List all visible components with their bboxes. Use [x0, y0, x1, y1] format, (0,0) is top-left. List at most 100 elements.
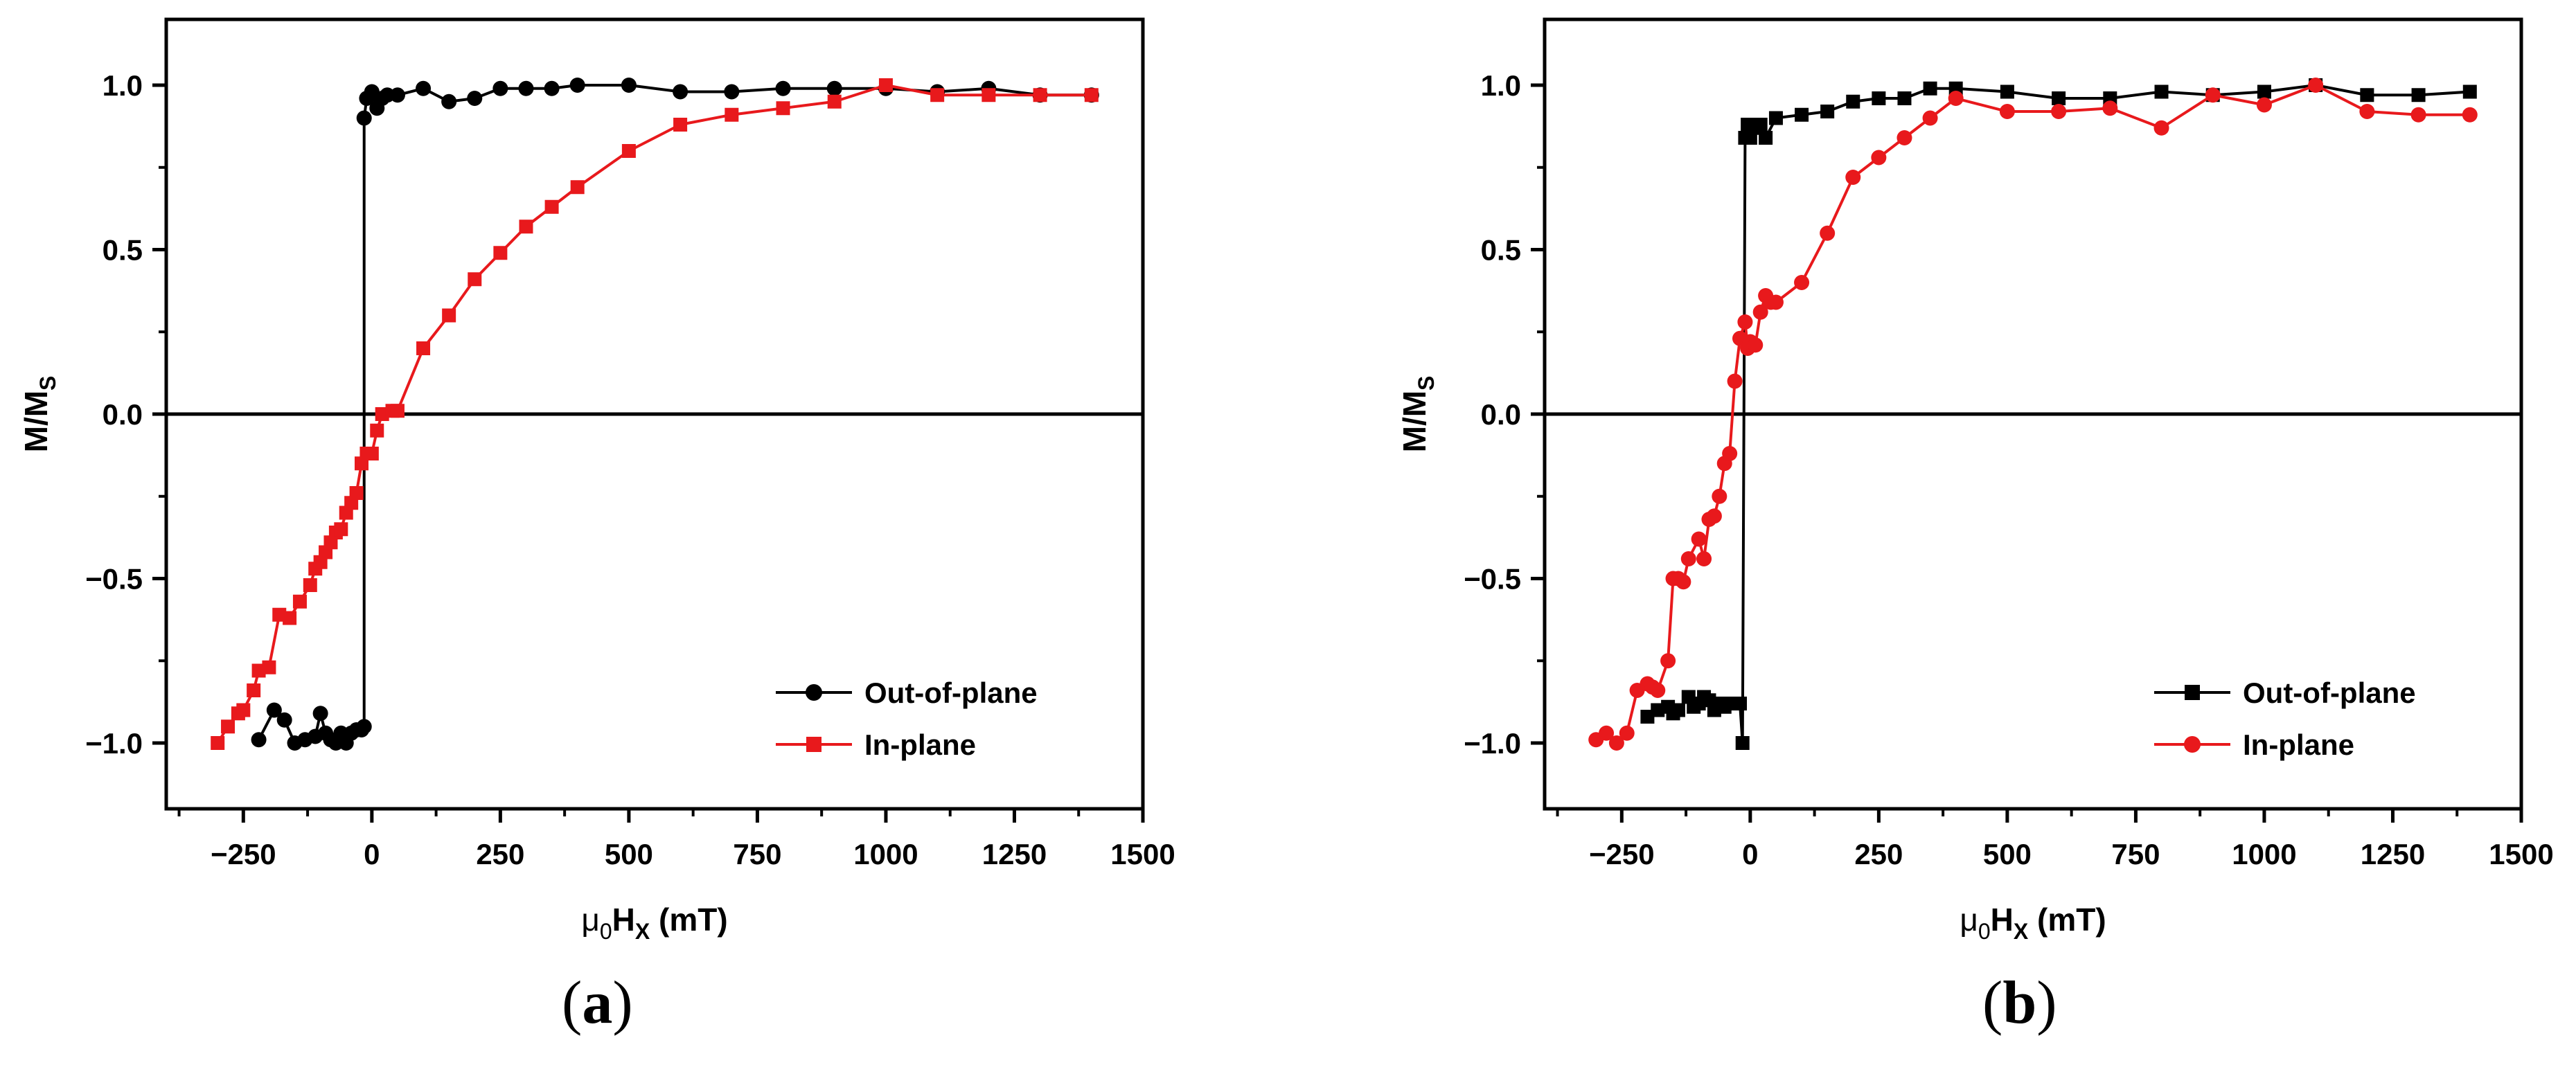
- legend-marker: [806, 737, 821, 752]
- data-point: [334, 522, 348, 537]
- data-point: [1845, 170, 1861, 185]
- y-axis-label-sub: S: [1414, 376, 1439, 391]
- x-axis-label-mu: μ: [1960, 902, 1978, 938]
- data-point: [2308, 78, 2324, 93]
- data-point: [1923, 81, 1937, 96]
- y-axis-label-sub: S: [35, 376, 60, 391]
- data-point: [1033, 88, 1047, 102]
- x-tick-label: 0: [1742, 838, 1758, 870]
- y-axis-label-main: M/M: [1396, 391, 1432, 452]
- data-point: [1737, 314, 1753, 330]
- y-tick-label: 0.0: [1481, 398, 1521, 431]
- legend-label: Out-of-plane: [2243, 677, 2416, 709]
- x-tick-label: 500: [605, 838, 653, 870]
- x-tick-label: 1000: [2232, 838, 2296, 870]
- data-point: [1752, 304, 1768, 320]
- data-point: [1735, 736, 1750, 750]
- y-axis-label: M/MS: [18, 376, 60, 453]
- data-point: [2051, 104, 2067, 119]
- data-point: [1999, 104, 2015, 119]
- chart-b: −250 0 250 500 750 1000 1250 1500 −1.0 −0.5 0.0 0.5…: [1396, 17, 2554, 944]
- data-point: [356, 110, 372, 126]
- data-point: [1691, 531, 1707, 547]
- data-point: [283, 611, 297, 625]
- data-point: [1794, 275, 1810, 290]
- data-point: [2410, 107, 2426, 123]
- data-point: [1608, 735, 1624, 751]
- x-tick-label: 750: [733, 838, 781, 870]
- legend-marker: [2184, 736, 2201, 753]
- data-point: [1696, 551, 1712, 566]
- data-point: [1846, 94, 1860, 109]
- data-point: [570, 180, 585, 195]
- data-point: [1753, 118, 1768, 132]
- y-tick-label: −0.5: [85, 563, 143, 596]
- data-point: [2411, 88, 2426, 102]
- x-axis-label-h: H: [1991, 902, 2014, 938]
- x-tick-label: −250: [1589, 838, 1655, 870]
- data-point: [1922, 110, 1938, 126]
- data-point: [2154, 84, 2169, 99]
- data-point: [1897, 91, 1912, 105]
- data-point: [1733, 697, 1747, 710]
- data-point: [1660, 653, 1676, 669]
- data-point: [1650, 683, 1666, 698]
- data-point: [1722, 446, 1738, 461]
- x-axis-label: μ0HX (mT): [1960, 902, 2106, 944]
- x-tick-label: 1250: [2361, 838, 2425, 870]
- x-axis-label-unit: (mT): [2028, 902, 2106, 938]
- data-point: [826, 80, 842, 96]
- data-point: [1084, 88, 1099, 102]
- x-tick-label: 500: [1983, 838, 2032, 870]
- data-point: [1680, 551, 1696, 566]
- x-axis-label-h: H: [612, 902, 635, 938]
- data-point: [1820, 225, 1836, 241]
- x-axis-label-sub: 0: [600, 919, 612, 944]
- data-point: [276, 712, 292, 728]
- y-tick-label: −1.0: [1464, 727, 1521, 760]
- legend-marker: [806, 684, 822, 701]
- data-point: [1820, 105, 1835, 118]
- data-point: [2257, 84, 2271, 99]
- y-tick-label: 1.0: [1481, 69, 1521, 102]
- x-axis-label-sub2: X: [635, 919, 650, 944]
- data-point: [492, 80, 508, 96]
- data-point: [1671, 703, 1685, 717]
- data-point: [266, 702, 282, 718]
- data-point: [389, 87, 405, 103]
- data-point: [356, 719, 372, 735]
- x-tick-label: 250: [476, 838, 524, 870]
- x-axis-label-mu: μ: [581, 902, 600, 938]
- data-point: [1795, 107, 1809, 122]
- y-axis-label: M/MS: [1396, 376, 1439, 453]
- data-point: [544, 199, 559, 214]
- data-point: [1619, 725, 1635, 741]
- data-point: [1871, 150, 1887, 165]
- data-point: [211, 736, 225, 750]
- data-point: [1759, 131, 1773, 145]
- data-point: [621, 78, 637, 93]
- y-tick-label: 0.5: [1481, 234, 1521, 267]
- x-tick-label: 1000: [853, 838, 918, 870]
- data-point: [251, 732, 267, 748]
- data-point: [247, 683, 261, 697]
- legend-marker: [2185, 685, 2200, 700]
- data-point: [2153, 120, 2169, 136]
- x-tick-label: 1250: [982, 838, 1047, 870]
- data-point: [370, 423, 384, 438]
- chart-panel-b: −250 0 250 500 750 1000 1250 1500 −1.0 −0.5 0.0 0.5…: [1378, 0, 2576, 1083]
- legend-label: In-plane: [864, 728, 976, 761]
- y-tick-label: 0.5: [103, 234, 143, 267]
- data-point: [1768, 294, 1784, 310]
- data-point: [2052, 91, 2066, 105]
- x-tick-label: 0: [364, 838, 380, 870]
- data-point: [1897, 130, 1912, 145]
- data-point: [2462, 84, 2477, 99]
- data-point: [364, 447, 379, 460]
- data-point: [2000, 84, 2014, 99]
- data-point: [2256, 97, 2272, 113]
- data-point: [776, 101, 790, 116]
- data-point: [569, 78, 585, 93]
- x-axis-label-sub2: X: [2014, 919, 2029, 944]
- caption-a: (a): [562, 969, 633, 1037]
